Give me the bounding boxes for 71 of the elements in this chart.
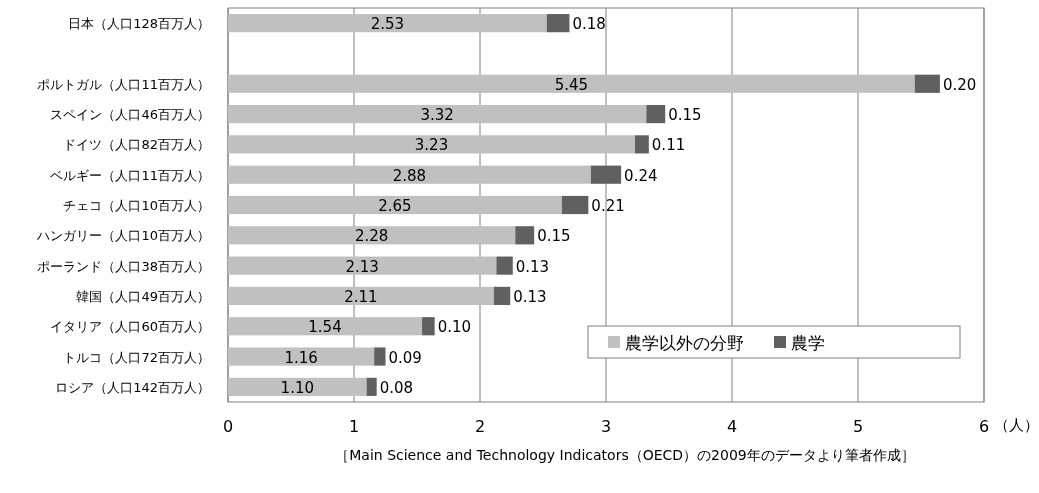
bar (590, 165, 622, 184)
bar (646, 104, 666, 124)
y-tick-label: ポルトガル（人口11百万人） (37, 76, 210, 92)
data-label: 0.10 (437, 318, 472, 337)
data-label: 0.08 (379, 378, 414, 397)
bar (228, 135, 635, 154)
data-label: 2.88 (392, 166, 427, 185)
bar (366, 377, 377, 396)
data-label: 2.11 (344, 287, 378, 306)
data-label: 3.32 (420, 106, 454, 125)
x-axis-title: （人） (994, 416, 1039, 434)
legend-label: 農学 (791, 333, 825, 353)
y-tick-label: スペイン（人口46百万人） (50, 107, 210, 123)
y-tick-label: トルコ（人口72百万人） (63, 349, 210, 365)
bar (228, 377, 367, 396)
bar (561, 195, 589, 215)
bar (496, 256, 513, 275)
legend-label: 農学以外の分野 (625, 333, 744, 353)
bar (228, 104, 647, 124)
y-tick-label: ベルギー（人口11百万人） (50, 167, 210, 183)
data-label: 2.65 (378, 197, 412, 215)
bar (228, 286, 494, 306)
data-label: 0.15 (537, 227, 571, 246)
bar (228, 195, 562, 215)
bar (228, 347, 375, 366)
bar (634, 135, 649, 154)
text: ［Main Science and Technology Indicators（OECD）の2009年のデータより筆者作成］ (335, 447, 915, 463)
data-label: 1.10 (280, 378, 314, 397)
bar (228, 317, 423, 336)
data-label: 2.53 (370, 15, 405, 34)
bar (515, 226, 535, 245)
x-tick-label: 4 (726, 417, 738, 436)
data-label: 2.28 (354, 227, 389, 246)
bar (914, 74, 940, 93)
data-label: 0.18 (572, 15, 606, 34)
bar (493, 286, 511, 306)
data-label: 3.23 (414, 136, 449, 155)
data-label: 1.54 (308, 318, 342, 337)
bar (422, 317, 435, 336)
x-tick-label: 3 (600, 417, 612, 436)
y-tick-label: チェコ（人口10百万人） (63, 198, 210, 213)
y-tick-label: 日本（人口128百万人） (68, 16, 210, 32)
data-label: 0.24 (624, 166, 658, 185)
y-tick-label: ドイツ（人口82百万人） (63, 137, 210, 153)
bar (546, 14, 570, 33)
y-tick-label: ハンガリー（人口10百万人） (36, 228, 210, 244)
x-tick-label: 0 (222, 417, 234, 436)
data-label: 2.13 (345, 257, 379, 276)
x-tick-label: 5 (852, 417, 864, 436)
data-label: 0.11 (651, 136, 686, 155)
x-tick-label: 2 (474, 417, 486, 436)
bar (228, 14, 547, 33)
y-tick-label: イタリア（人口60百万人） (50, 319, 210, 335)
y-tick-label: ロシア（人口142百万人） (55, 379, 210, 395)
bar (228, 74, 915, 93)
data-label: 1.16 (284, 348, 318, 367)
data-label: 0.13 (515, 257, 550, 276)
y-tick-label: 韓国（人口49百万人） (76, 288, 210, 304)
data-label: 0.13 (513, 287, 547, 306)
data-label: 0.21 (591, 197, 625, 215)
x-tick-label: 1 (348, 417, 360, 436)
data-label: 0.09 (388, 348, 422, 367)
data-label: 5.45 (554, 75, 589, 94)
bar (374, 347, 386, 366)
data-label: 0.20 (942, 75, 977, 94)
bar (228, 256, 497, 275)
data-label: 0.15 (668, 106, 702, 125)
x-tick-label: 6 (978, 417, 990, 436)
y-tick-label: ポーランド（人口38百万人） (37, 258, 210, 274)
bar (228, 165, 591, 184)
bar (228, 226, 516, 245)
